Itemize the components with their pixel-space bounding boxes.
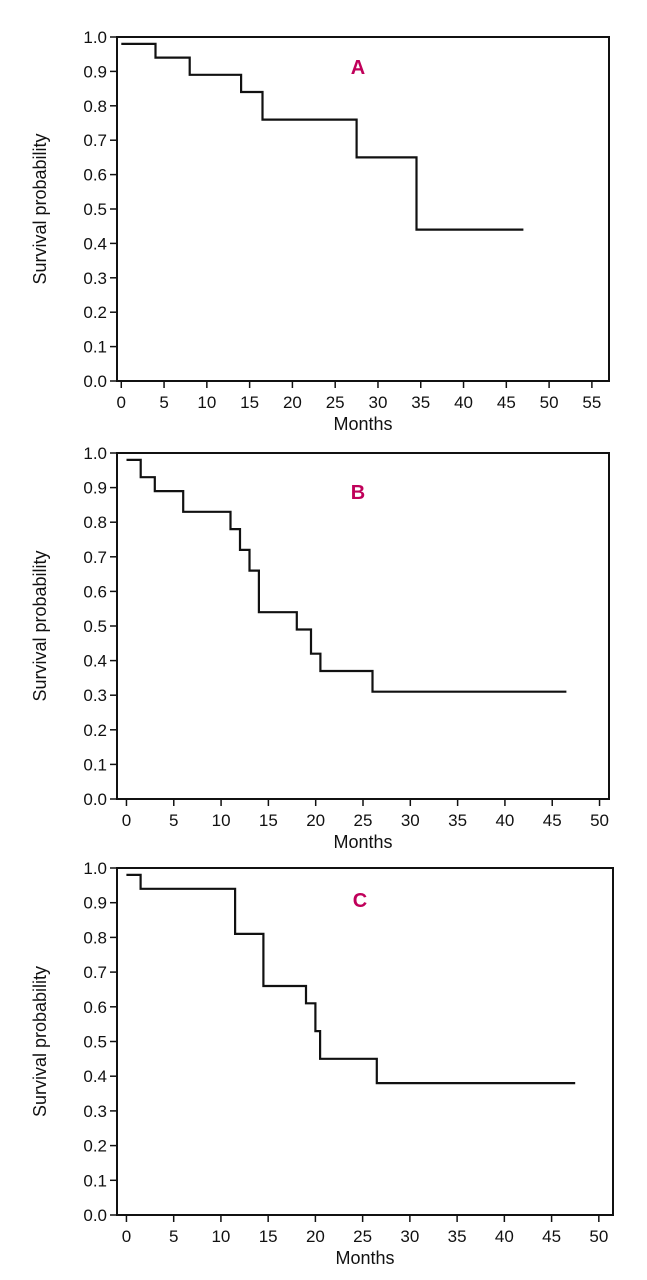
plot-frame: [116, 867, 614, 1216]
y-tick-label: 0.5: [83, 617, 107, 636]
x-axis-title: Months: [333, 414, 392, 434]
y-tick-label: 0.1: [83, 755, 107, 774]
y-tick-label: 0.3: [83, 686, 107, 705]
x-tick-label: 5: [169, 811, 178, 830]
x-tick-label: 5: [169, 1227, 178, 1246]
survival-curve: [121, 42, 524, 231]
y-tick-label: 1.0: [83, 28, 107, 47]
y-tick-label: 0.1: [83, 1171, 107, 1190]
y-tick-label: 0.7: [83, 963, 107, 982]
y-tick-label: 0.2: [83, 303, 107, 322]
survival-curve: [126, 873, 576, 1085]
x-tick-label: 45: [497, 393, 516, 412]
x-tick-label: 15: [240, 393, 259, 412]
y-tick-label: 0.7: [83, 131, 107, 150]
x-tick-label: 0: [122, 811, 131, 830]
y-tick-label: 0.8: [83, 928, 107, 947]
y-tick-label: 0.1: [83, 338, 107, 357]
y-tick-label: 0.2: [83, 1137, 107, 1156]
y-tick-label: 0.6: [83, 166, 107, 185]
y-tick-label: 0.4: [83, 234, 107, 253]
y-tick-label: 0.9: [83, 62, 107, 81]
y-tick-label: 0.2: [83, 721, 107, 740]
y-tick-label: 0.0: [83, 1206, 107, 1225]
x-tick-label: 25: [354, 811, 373, 830]
x-tick-label: 15: [259, 811, 278, 830]
x-tick-label: 15: [259, 1227, 278, 1246]
plot-frame: [116, 452, 610, 800]
panel-a: 0.0 0.1 0.2 0.3 0.4 0.5 0.6 0.7 0.8 0.9 1.0 0 5 10 15 2…: [30, 28, 610, 434]
y-tick-label: 0.3: [83, 269, 107, 288]
x-tick-label: 40: [495, 811, 514, 830]
y-axis-title: Survival probability: [30, 550, 50, 701]
y-tick-label: 0.6: [83, 582, 107, 601]
x-tick-label: 50: [540, 393, 559, 412]
x-tick-label: 45: [543, 811, 562, 830]
x-tick-label: 10: [197, 393, 216, 412]
y-tick-label: 0.7: [83, 548, 107, 567]
y-tick-label: 0.8: [83, 97, 107, 116]
x-tick-label: 10: [212, 811, 231, 830]
x-tick-label: 55: [582, 393, 601, 412]
plot-frame: [116, 36, 610, 382]
x-tick-label: 35: [448, 1227, 467, 1246]
y-tick-label: 0.0: [83, 372, 107, 391]
y-tick-label: 0.4: [83, 1067, 107, 1086]
x-axis-title: Months: [335, 1248, 394, 1268]
x-tick-label: 50: [590, 811, 609, 830]
x-tick-label: 20: [306, 1227, 325, 1246]
y-tick-label: 1.0: [83, 859, 107, 878]
panel-b: 0.0 0.1 0.2 0.3 0.4 0.5 0.6 0.7 0.8 0.9 1.0 0 5 10 15 2…: [30, 444, 610, 852]
x-tick-label: 50: [589, 1227, 608, 1246]
y-tick-label: 0.9: [83, 894, 107, 913]
x-tick-label: 40: [495, 1227, 514, 1246]
y-tick-label: 0.5: [83, 1033, 107, 1052]
panel-label: A: [351, 57, 365, 79]
panel-c: 0.0 0.1 0.2 0.3 0.4 0.5 0.6 0.7 0.8 0.9 1.0 0 5 10 15 2…: [30, 859, 614, 1268]
y-tick-label: 0.0: [83, 790, 107, 809]
panel-label: B: [351, 482, 365, 504]
y-tick-label: 0.8: [83, 513, 107, 532]
x-tick-label: 30: [401, 811, 420, 830]
y-tick-label: 0.3: [83, 1102, 107, 1121]
x-tick-label: 20: [306, 811, 325, 830]
y-tick-label: 0.4: [83, 652, 107, 671]
x-tick-label: 40: [454, 393, 473, 412]
y-axis-title: Survival probability: [30, 966, 50, 1117]
x-tick-label: 0: [122, 1227, 131, 1246]
x-tick-label: 30: [369, 393, 388, 412]
x-tick-label: 45: [542, 1227, 561, 1246]
y-tick-label: 0.5: [83, 200, 107, 219]
x-tick-label: 35: [448, 811, 467, 830]
x-tick-label: 35: [411, 393, 430, 412]
panel-label: C: [353, 890, 367, 912]
y-tick-label: 1.0: [83, 444, 107, 463]
x-tick-label: 20: [283, 393, 302, 412]
y-tick-label: 0.6: [83, 998, 107, 1017]
x-tick-label: 30: [400, 1227, 419, 1246]
y-axis-title: Survival probability: [30, 133, 50, 284]
x-tick-label: 10: [211, 1227, 230, 1246]
x-tick-label: 25: [353, 1227, 372, 1246]
y-tick-label: 0.9: [83, 479, 107, 498]
x-tick-label: 25: [326, 393, 345, 412]
x-tick-label: 0: [117, 393, 126, 412]
x-axis-title: Months: [333, 832, 392, 852]
x-tick-label: 5: [159, 393, 168, 412]
survival-curve: [126, 458, 567, 693]
